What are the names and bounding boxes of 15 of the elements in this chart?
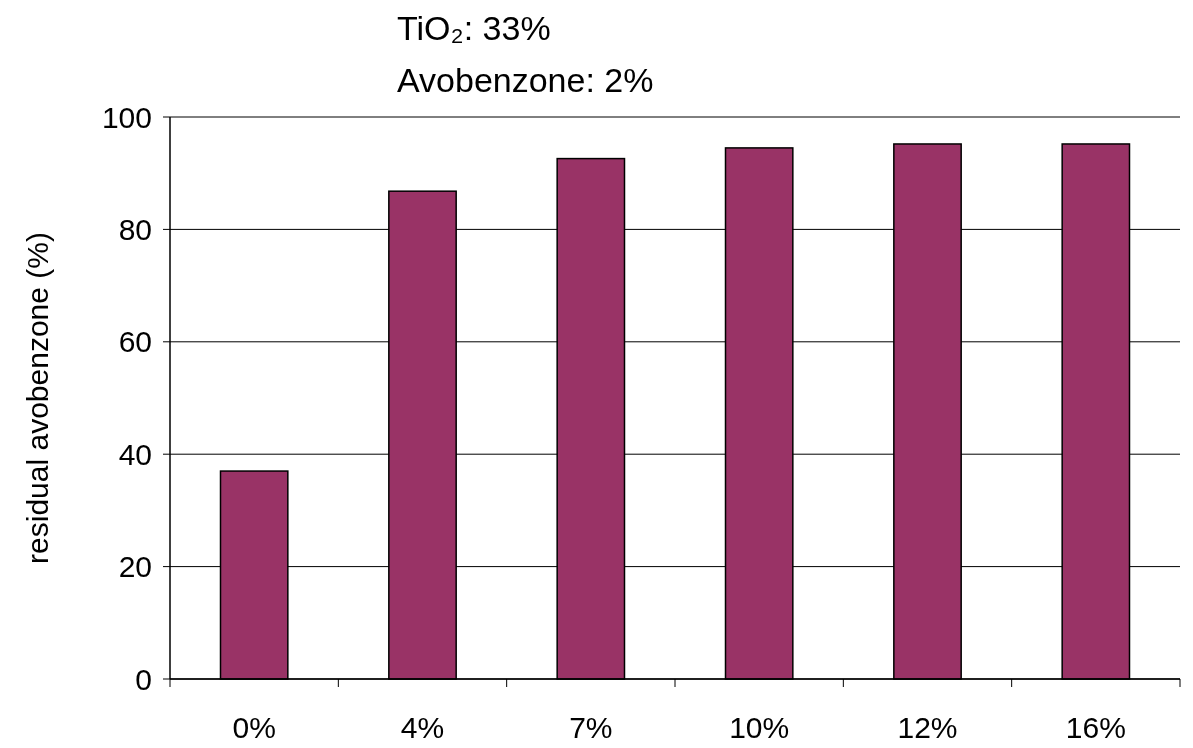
y-axis-title: residual avobenzone (%): [21, 232, 54, 564]
x-tick-label: 7%: [569, 711, 613, 744]
x-tick-label: 16%: [1065, 711, 1126, 744]
chart-title: TiO₂: 33%: [397, 9, 551, 47]
x-tick-label: 10%: [729, 711, 790, 744]
y-tick-label: 60: [118, 325, 152, 359]
chart-subtitle: Avobenzone: 2%: [397, 61, 654, 99]
y-tick-label: 40: [118, 437, 152, 471]
y-tick-label: 0: [135, 662, 152, 696]
x-tick-label: 0%: [232, 711, 276, 744]
y-tick-label: 20: [118, 550, 152, 584]
y-tick-label: 100: [101, 100, 152, 134]
x-tick-label: 4%: [400, 711, 445, 744]
x-tick-label: 12%: [897, 711, 958, 744]
y-tick-label: 80: [118, 212, 152, 246]
